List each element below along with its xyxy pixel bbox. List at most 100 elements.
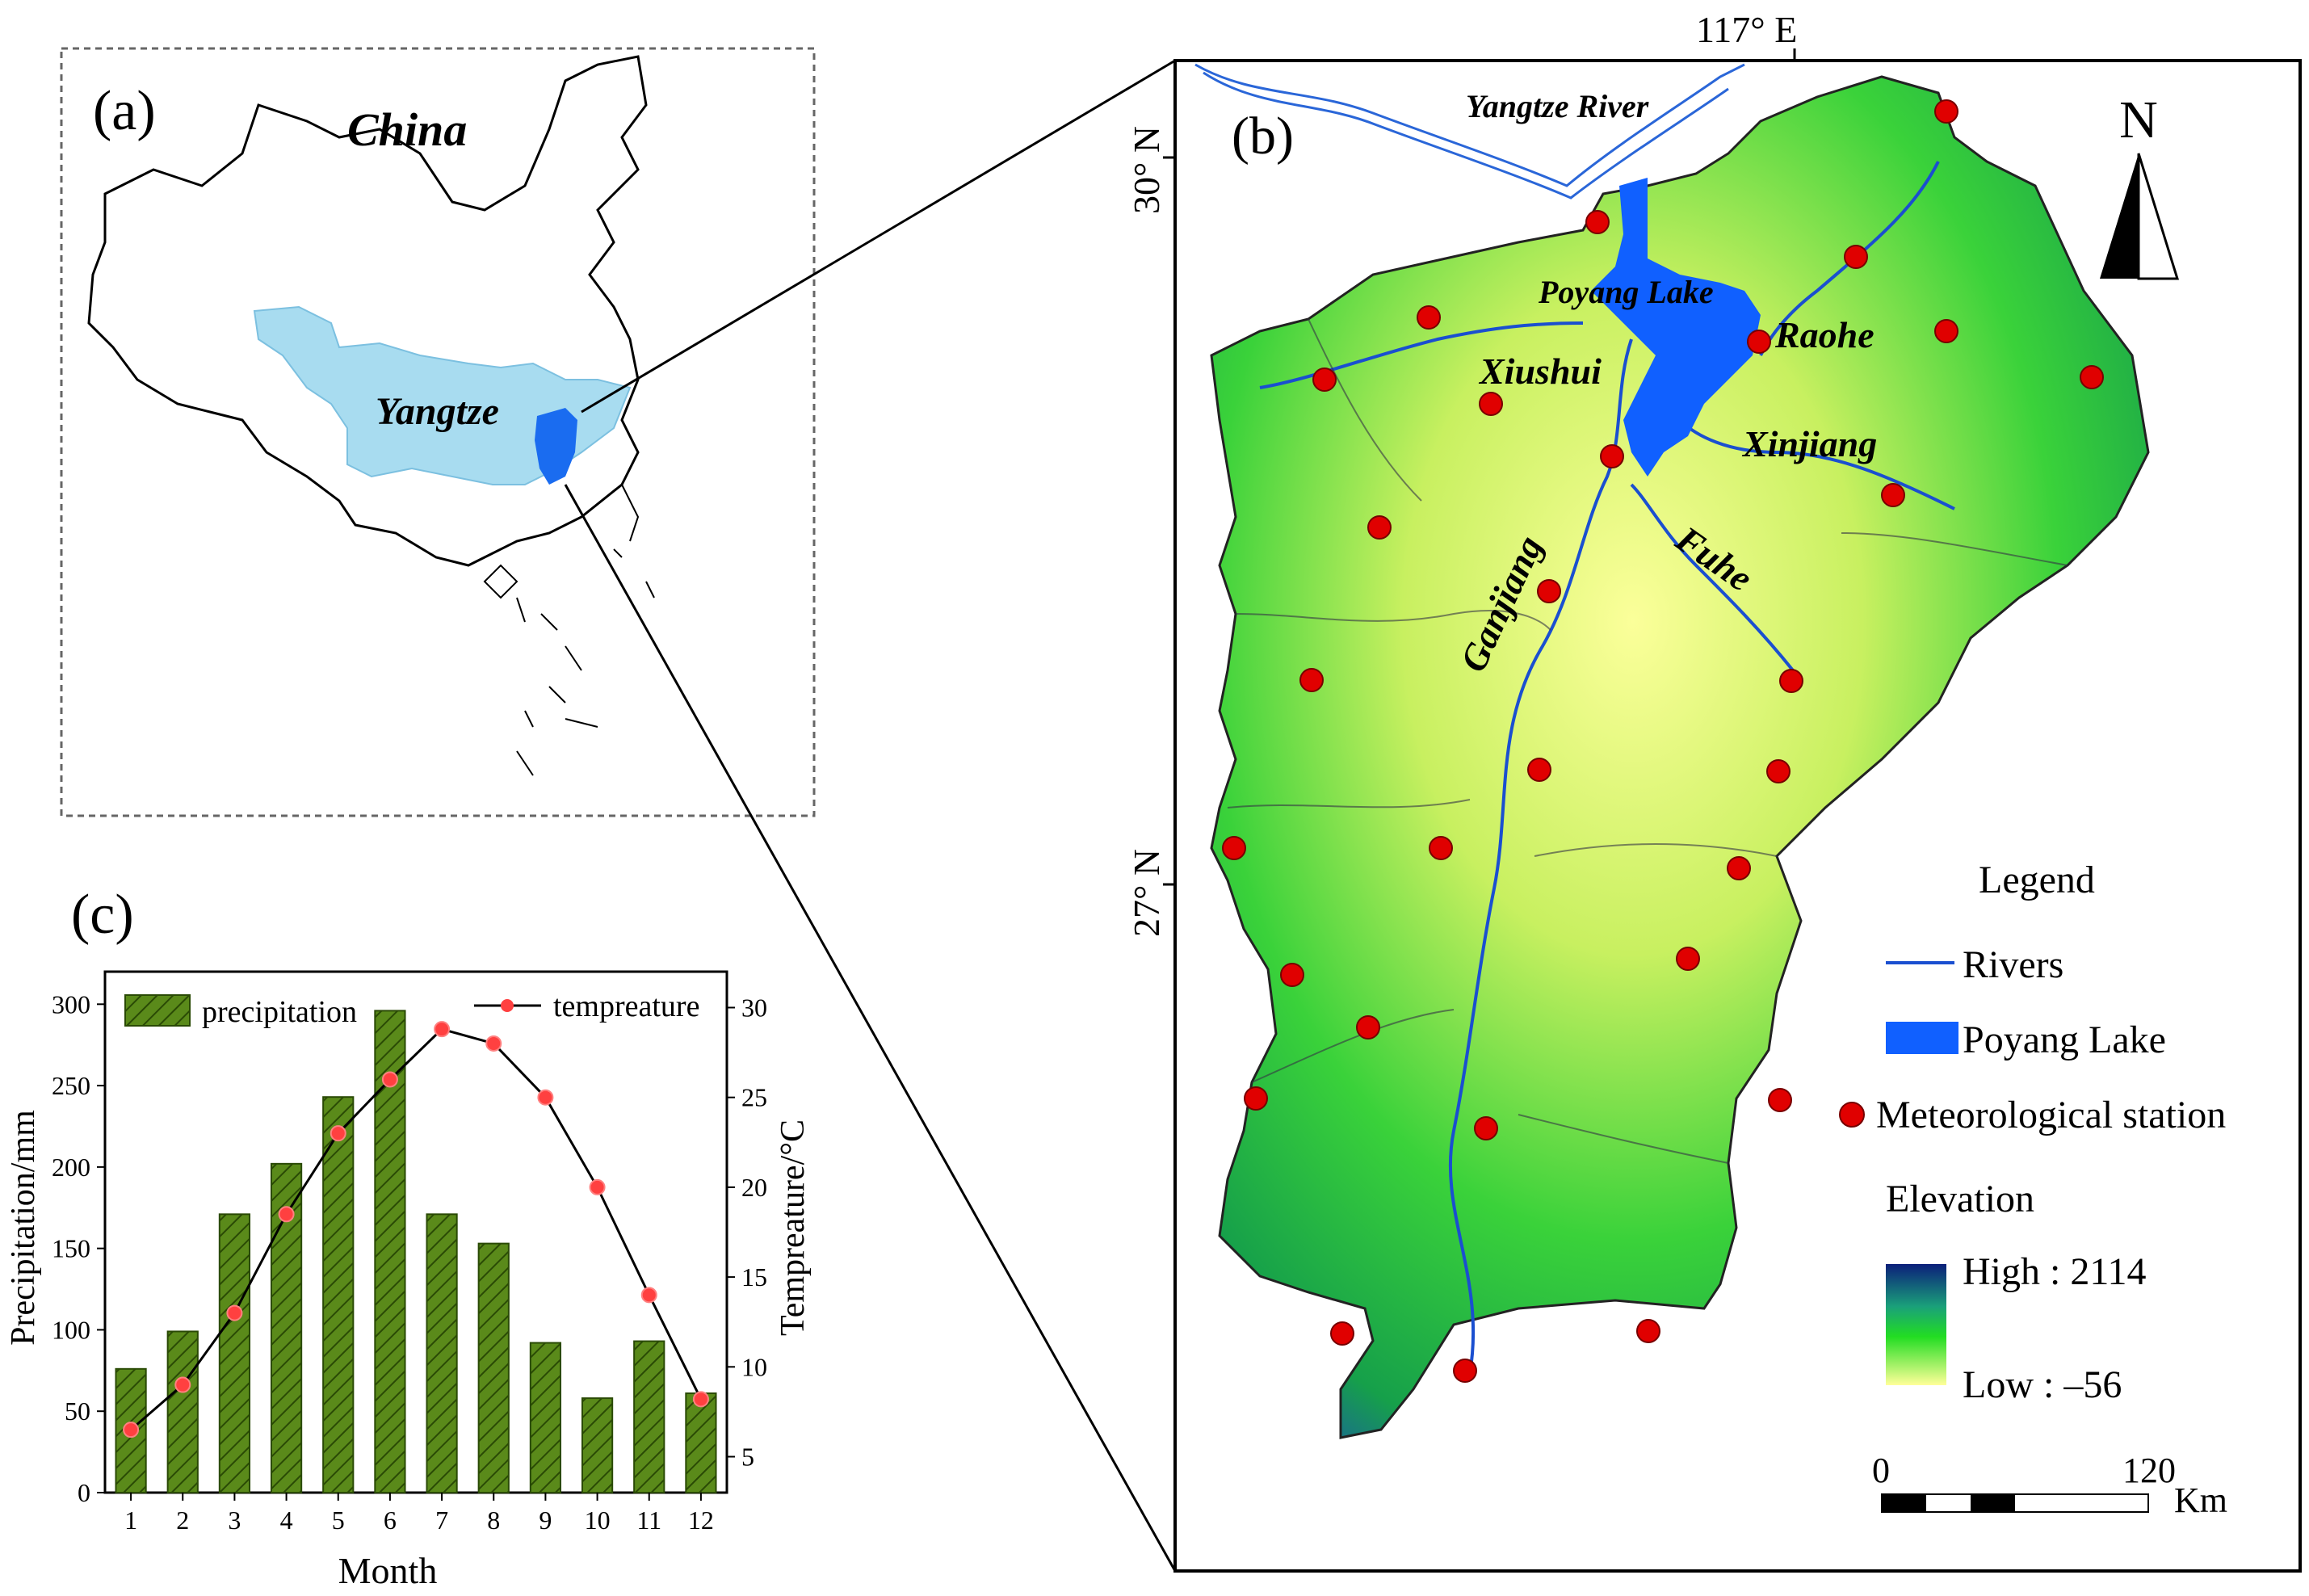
legend-high: High : 2114 — [1963, 1250, 2147, 1293]
station-marker — [1280, 963, 1304, 987]
legend-precip-swatch — [124, 994, 191, 1027]
river-label-raohe: Raohe — [1774, 314, 1874, 355]
temperature-point — [174, 1376, 191, 1393]
china-label: China — [347, 103, 467, 156]
y-axis-title: Precipitation/mm — [5, 1110, 42, 1346]
y-tick-label: 0 — [78, 1478, 90, 1507]
north-arrow-right — [2137, 153, 2180, 280]
elevation-colorbar — [1886, 1264, 1946, 1385]
station-marker — [1429, 836, 1453, 860]
zoom-line-bottom — [564, 484, 1177, 1572]
latitude-label-27: 27° N — [1126, 849, 1167, 937]
poyang-lake — [1591, 178, 1761, 477]
legend-temp-marker — [501, 999, 514, 1012]
station-marker — [1881, 483, 1905, 507]
precip-bar — [477, 1242, 510, 1493]
station-marker — [1453, 1359, 1477, 1383]
station-marker — [1727, 856, 1751, 880]
poyang-basin-inset — [535, 408, 577, 485]
station-marker — [1299, 668, 1324, 692]
yangtze-river-label: Yangtze River — [1466, 88, 1649, 124]
temperature-point — [381, 1071, 398, 1088]
y-tick-label: 50 — [65, 1396, 90, 1426]
station-marker — [1844, 245, 1868, 269]
panel-a: (a) China Yangtze — [60, 47, 816, 817]
poyang-lake-label: Poyang Lake — [1538, 274, 1714, 310]
x-tick-label: 10 — [585, 1506, 611, 1535]
legend-station: Meteorological station — [1876, 1094, 2226, 1136]
legend-low: Low : –56 — [1963, 1363, 2122, 1406]
north-arrow-left — [2100, 153, 2139, 279]
longitude-label: 117° E — [1696, 9, 1797, 50]
x-tick-label: 2 — [176, 1506, 189, 1535]
x-tick-label: 3 — [228, 1506, 241, 1535]
legend-title: Legend — [1979, 859, 2095, 901]
station-marker — [1474, 1116, 1498, 1140]
x-tick-label: 11 — [636, 1506, 661, 1535]
temperature-point — [330, 1125, 346, 1142]
legend-elevation: Elevation — [1886, 1178, 2034, 1220]
station-marker — [1222, 836, 1246, 860]
scale-bar: 0 120 Km — [1872, 1451, 2227, 1520]
x-tick-label: 4 — [280, 1506, 293, 1535]
temperature-point — [692, 1391, 709, 1408]
station-marker — [1676, 947, 1700, 971]
y-axis-right: 5 10 15 20 25 30 — [727, 993, 767, 1472]
y2-tick-label: 20 — [741, 1173, 767, 1202]
precip-bar — [426, 1213, 458, 1493]
temperature-point — [226, 1304, 243, 1321]
y2-tick-label: 15 — [741, 1262, 767, 1292]
yangtze-label: Yangtze — [376, 390, 499, 433]
y2-tick-label: 25 — [741, 1083, 767, 1112]
station-marker — [1934, 319, 1958, 343]
x-tick-label: 1 — [124, 1506, 137, 1535]
legend-precip-label: precipitation — [202, 995, 357, 1029]
temperature-point — [537, 1089, 554, 1106]
temperature-point — [485, 1035, 502, 1052]
scale-max: 120 — [2122, 1451, 2176, 1490]
y2-tick-label: 30 — [741, 993, 767, 1022]
y-tick-label: 300 — [52, 989, 90, 1018]
y2-tick-label: 10 — [741, 1352, 767, 1381]
x-axis: 1 2 3 4 5 6 7 8 9 10 11 12 — [124, 1493, 714, 1535]
x-axis-title: Month — [338, 1550, 438, 1591]
yangtze-river — [1194, 63, 1745, 200]
tributaries — [1227, 318, 2068, 1164]
precip-bar — [529, 1342, 562, 1493]
y-tick-label: 100 — [52, 1315, 90, 1344]
station-marker — [1527, 758, 1551, 782]
precip-bar — [581, 1397, 614, 1493]
x-tick-label: 9 — [539, 1506, 552, 1535]
station-marker — [1636, 1319, 1660, 1343]
legend-station-symbol — [1839, 1102, 1865, 1128]
precip-bar — [633, 1340, 665, 1493]
precip-bar — [218, 1213, 251, 1493]
station-marker — [1779, 669, 1803, 693]
panel-b-label: (b) — [1232, 107, 1294, 166]
panel-b: 117° E 30° N 27° N (b) Yangtze River — [1126, 9, 2302, 1573]
y-axis-left: 0 50 100 150 200 250 300 — [52, 989, 105, 1507]
river-label-xiushui: Xiushui — [1478, 351, 1602, 392]
station-marker — [1768, 1088, 1792, 1112]
zoom-line-top — [581, 59, 1176, 414]
river-label-xinjiang: Xinjiang — [1741, 423, 1877, 464]
y2-axis-title: Tempreature/°C — [775, 1119, 812, 1336]
legend-lake: Poyang Lake — [1963, 1018, 2166, 1061]
y2-tick-label: 5 — [741, 1443, 754, 1472]
panel-c-label: (c) — [71, 884, 134, 946]
x-tick-label: 12 — [688, 1506, 714, 1535]
precip-bar — [685, 1392, 717, 1493]
scale-unit: Km — [2174, 1480, 2227, 1520]
panel-a-label: (a) — [93, 80, 156, 142]
y-tick-label: 250 — [52, 1071, 90, 1100]
temperature-point — [278, 1206, 295, 1223]
station-marker — [1934, 99, 1958, 124]
station-marker — [2080, 365, 2104, 389]
legend: Legend Rivers Poyang Lake Meteorological… — [1839, 859, 2226, 1406]
station-marker — [1600, 444, 1624, 468]
north-arrow-label: N — [2119, 90, 2158, 149]
scale-seg — [1971, 1494, 2015, 1512]
temperature-point — [589, 1178, 606, 1195]
legend-temp-label: tempreature — [553, 989, 699, 1023]
